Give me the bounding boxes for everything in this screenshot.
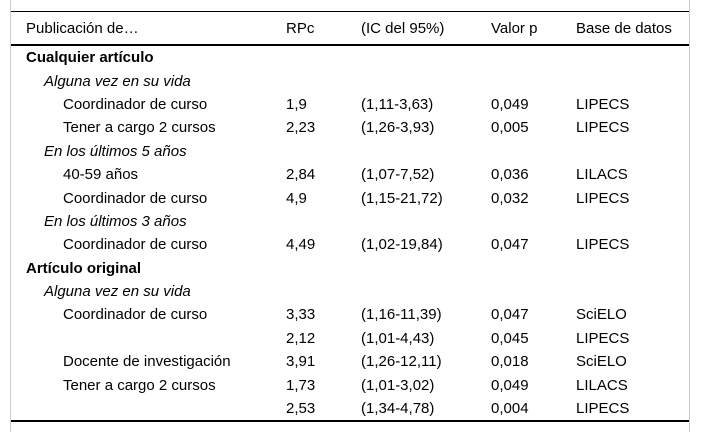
- cell-rpc: 4,49: [286, 236, 316, 254]
- cell-ci: (1,02-19,84): [361, 236, 443, 254]
- cell-database: LILACS: [576, 376, 628, 394]
- cell-pvalue: 0,049: [491, 376, 529, 394]
- cell-ci: (1,07-7,52): [361, 166, 435, 184]
- cell-ci: (1,15-21,72): [361, 189, 443, 207]
- row-label: Alguna vez en su vida: [44, 283, 191, 301]
- cell-rpc: 1,73: [286, 376, 316, 394]
- table-row: Alguna vez en su vida: [11, 280, 689, 303]
- table-row: Tener a cargo 2 cursos 1,73 (1,01-3,02) …: [11, 373, 689, 396]
- cell-pvalue: 0,005: [491, 119, 529, 137]
- table-row: En los últimos 5 años: [11, 140, 689, 163]
- row-label: En los últimos 3 años: [44, 212, 187, 230]
- table-body: Cualquier artículo Alguna vez en su vida…: [11, 46, 689, 420]
- cell-rpc: 2,84: [286, 166, 316, 184]
- column-header-publication: Publicación de…: [26, 19, 139, 37]
- cell-rpc: 4,9: [286, 189, 307, 207]
- table-row: Coordinador de curso 4,49 (1,02-19,84) 0…: [11, 233, 689, 256]
- cell-database: LIPECS: [576, 119, 630, 137]
- cell-pvalue: 0,049: [491, 95, 529, 113]
- cell-ci: (1,26-3,93): [361, 119, 435, 137]
- results-table: Publicación de… RPc (IC del 95%) Valor p…: [10, 0, 690, 432]
- row-label: Tener a cargo 2 cursos: [63, 376, 216, 394]
- cell-database: LIPECS: [576, 189, 630, 207]
- cell-pvalue: 0,047: [491, 236, 529, 254]
- cell-database: SciELO: [576, 306, 627, 324]
- cell-ci: (1,16-11,39): [361, 306, 442, 324]
- cell-pvalue: 0,036: [491, 166, 529, 184]
- table-row: Docente de investigación 3,91 (1,26-12,1…: [11, 350, 689, 373]
- table-row: 2,12 (1,01-4,43) 0,045 LIPECS: [11, 327, 689, 350]
- cell-database: LIPECS: [576, 95, 630, 113]
- row-label: Docente de investigación: [63, 353, 231, 371]
- row-label: Coordinador de curso: [63, 236, 208, 254]
- cell-database: LIPECS: [576, 329, 630, 347]
- cell-rpc: 2,12: [286, 329, 316, 347]
- table-row: Coordinador de curso 3,33 (1,16-11,39) 0…: [11, 303, 689, 326]
- cell-database: LIPECS: [576, 236, 630, 254]
- cell-database: LIPECS: [576, 400, 630, 418]
- cell-rpc: 3,33: [286, 306, 316, 324]
- cell-pvalue: 0,047: [491, 306, 529, 324]
- cell-ci: (1,11-3,63): [361, 95, 434, 113]
- row-label: Tener a cargo 2 cursos: [63, 119, 216, 137]
- table-row: Cualquier artículo: [11, 46, 689, 69]
- cell-database: LILACS: [576, 166, 628, 184]
- row-label: Alguna vez en su vida: [44, 72, 191, 90]
- cell-ci: (1,01-3,02): [361, 376, 435, 394]
- cell-ci: (1,01-4,43): [361, 329, 435, 347]
- row-label: Cualquier artículo: [26, 49, 154, 67]
- table-row: 2,53 (1,34-4,78) 0,004 LIPECS: [11, 397, 689, 420]
- cell-pvalue: 0,032: [491, 189, 529, 207]
- cell-ci: (1,26-12,11): [361, 353, 442, 371]
- cell-pvalue: 0,004: [491, 400, 529, 418]
- cell-rpc: 2,53: [286, 400, 316, 418]
- row-label: Coordinador de curso: [63, 189, 208, 207]
- cell-rpc: 1,9: [286, 95, 307, 113]
- cell-pvalue: 0,045: [491, 329, 529, 347]
- cell-rpc: 3,91: [286, 353, 316, 371]
- top-spacer: [11, 0, 689, 11]
- table-header-row: Publicación de… RPc (IC del 95%) Valor p…: [11, 12, 689, 44]
- column-header-ci: (IC del 95%): [361, 19, 445, 37]
- column-header-pvalue: Valor p: [491, 19, 538, 37]
- table-row: En los últimos 3 años: [11, 210, 689, 233]
- table-row: Artículo original: [11, 257, 689, 280]
- table-bottom-rule: [11, 420, 689, 423]
- row-label: 40-59 años: [63, 166, 139, 184]
- row-label: En los últimos 5 años: [44, 142, 187, 160]
- row-label: Coordinador de curso: [63, 95, 208, 113]
- table-row: Tener a cargo 2 cursos 2,23 (1,26-3,93) …: [11, 116, 689, 139]
- table-top-rule: [11, 11, 689, 12]
- header-separator-rule: [11, 44, 689, 46]
- table-row: 40-59 años 2,84 (1,07-7,52) 0,036 LILACS: [11, 163, 689, 186]
- table-row: Alguna vez en su vida: [11, 69, 689, 92]
- column-header-rpc: RPc: [286, 19, 315, 37]
- cell-rpc: 2,23: [286, 119, 316, 137]
- column-header-database: Base de datos: [576, 19, 672, 37]
- table-row: Coordinador de curso 4,9 (1,15-21,72) 0,…: [11, 186, 689, 209]
- cell-pvalue: 0,018: [491, 353, 529, 371]
- row-label: Coordinador de curso: [63, 306, 208, 324]
- row-label: Artículo original: [26, 259, 142, 277]
- cell-ci: (1,34-4,78): [361, 400, 435, 418]
- table-row: Coordinador de curso 1,9 (1,11-3,63) 0,0…: [11, 93, 689, 116]
- cell-database: SciELO: [576, 353, 627, 371]
